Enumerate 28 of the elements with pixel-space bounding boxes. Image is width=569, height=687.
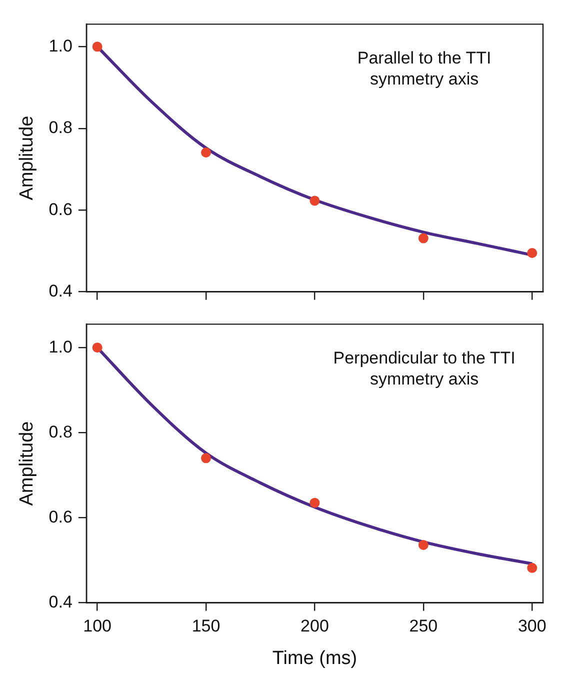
- point: [418, 233, 428, 244]
- point: [92, 342, 102, 353]
- point: [310, 498, 320, 508]
- point: [418, 540, 428, 550]
- point: [201, 453, 212, 464]
- point: [201, 147, 212, 158]
- y-tick-label: 0.8: [48, 422, 72, 442]
- x-tick-label: 250: [409, 616, 438, 636]
- point: [310, 196, 320, 206]
- annotation: Perpendicular to the TTI symmetry axis: [333, 348, 516, 388]
- x-tick-label: 100: [83, 616, 112, 636]
- point: [527, 562, 538, 573]
- y-tick-label: 0.6: [48, 507, 72, 526]
- y-tick-label: 0.4: [48, 281, 72, 300]
- y-tick-label: 1.0: [48, 36, 72, 56]
- point: [527, 248, 538, 258]
- y-tick-label: 0.4: [48, 592, 72, 612]
- annotation: Parallel to the TTI symmetry axis: [357, 48, 492, 88]
- x-tick-label: 200: [300, 616, 329, 636]
- y-tick-label: 1.0: [48, 337, 72, 356]
- point: [92, 42, 102, 52]
- x-tick-label: 300: [518, 616, 546, 636]
- x-axis-title: Time (ms): [272, 648, 358, 669]
- y-axis-title: Amplitude: [16, 116, 38, 200]
- x-tick-label: 150: [192, 616, 220, 636]
- y-tick-label: 0.8: [48, 118, 72, 138]
- y-axis-title: Amplitude: [16, 421, 38, 506]
- y-tick-label: 0.6: [48, 200, 72, 219]
